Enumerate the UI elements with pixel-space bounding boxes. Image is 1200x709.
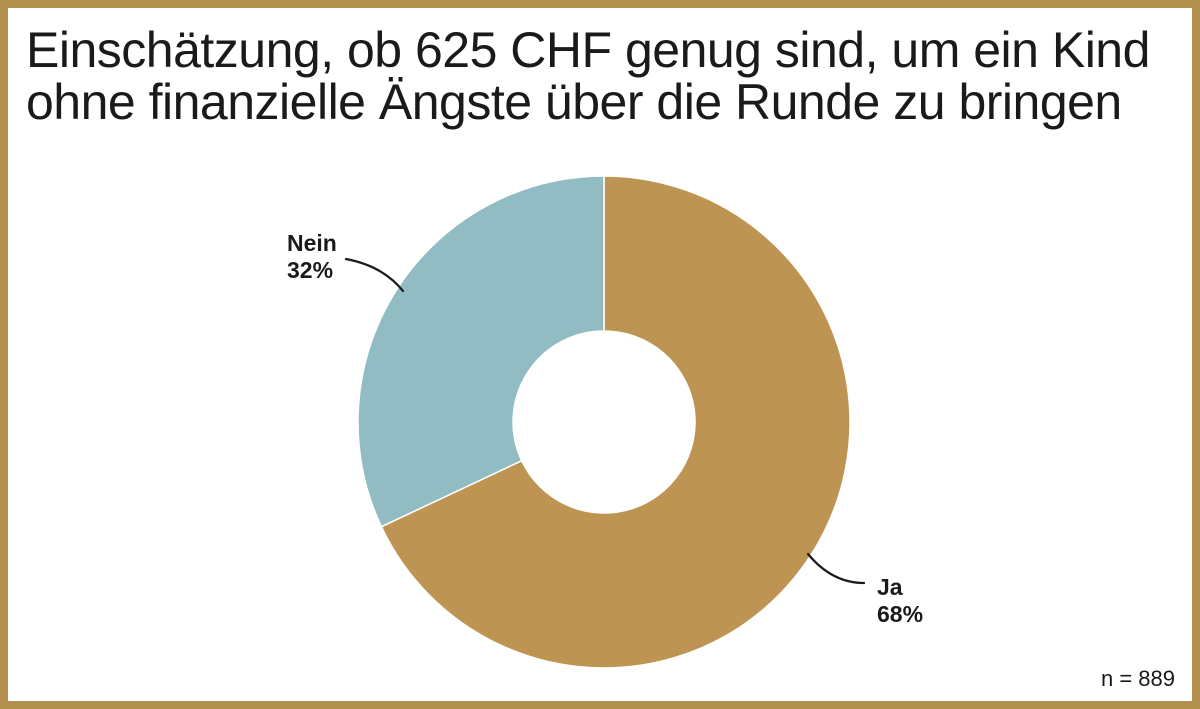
callout-ja: Ja 68% xyxy=(877,574,923,628)
callout-nein-value: 32% xyxy=(287,257,334,283)
callout-nein-label: Nein xyxy=(287,230,337,256)
chart-title-line2: ohne finanzielle Ängste über die Runde z… xyxy=(26,74,1122,130)
callout-nein: Nein 32% xyxy=(287,230,337,284)
chart-title: Einschätzung, ob 625 CHF genug sind, um … xyxy=(26,24,1150,128)
sample-size-note: n = 889 xyxy=(1100,666,1175,691)
pie-slice-nein xyxy=(357,175,605,528)
leader-line-nein xyxy=(344,257,405,293)
pie-slice-ja xyxy=(380,175,851,669)
callout-ja-label: Ja xyxy=(877,574,903,600)
callout-ja-value: 68% xyxy=(877,601,924,627)
chart-title-line1: Einschätzung, ob 625 CHF genug sind, um … xyxy=(26,22,1150,78)
donut-slices xyxy=(357,175,851,669)
donut-chart xyxy=(344,175,866,669)
leader-line-ja xyxy=(806,552,866,585)
